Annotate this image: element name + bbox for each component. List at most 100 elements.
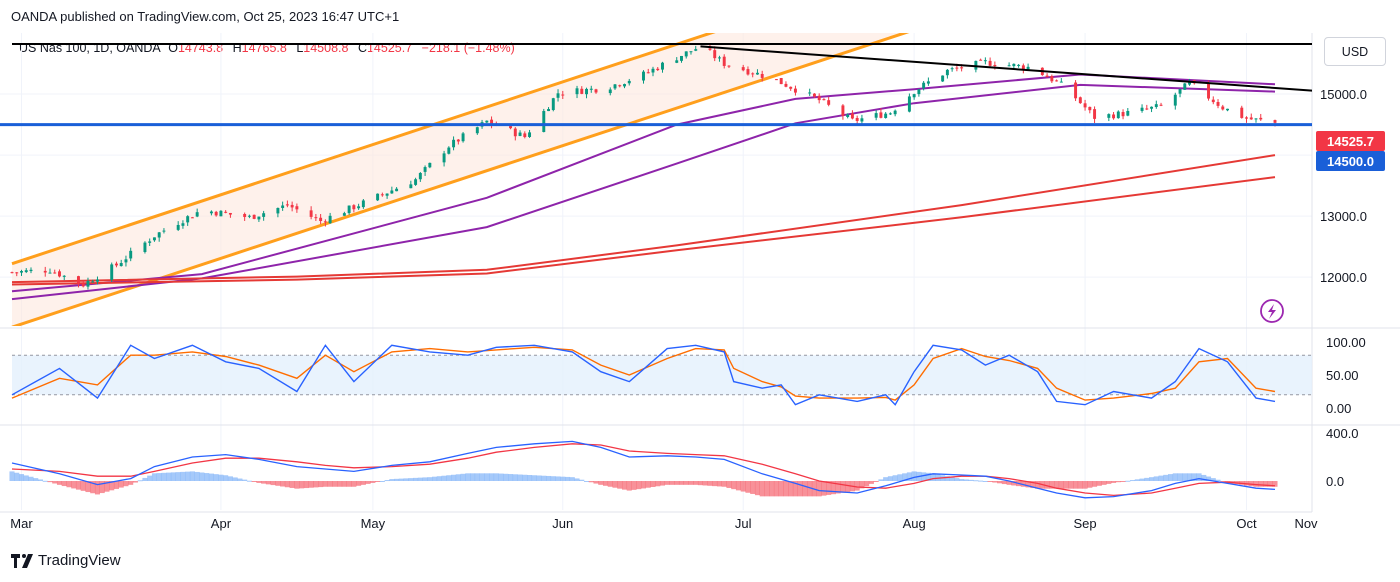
macd-histogram-bar bbox=[289, 481, 295, 488]
candle-body bbox=[1140, 107, 1144, 111]
macd-histogram-bar bbox=[1139, 478, 1145, 481]
candle-body bbox=[855, 117, 859, 121]
macd-histogram-bar bbox=[360, 481, 366, 485]
macd-histogram-bar bbox=[318, 481, 324, 488]
macd-histogram-bar bbox=[550, 476, 556, 481]
macd-histogram-bar bbox=[726, 481, 732, 488]
macd-histogram-bar bbox=[161, 472, 167, 481]
macd-histogram-bar bbox=[1096, 481, 1102, 486]
candle-body bbox=[841, 105, 845, 116]
macd-histogram-bar bbox=[493, 473, 499, 481]
macd-histogram-bar bbox=[788, 481, 794, 497]
macd-histogram-bar bbox=[873, 481, 879, 482]
macd-histogram-bar bbox=[1267, 481, 1273, 487]
candle-body bbox=[1226, 108, 1229, 111]
macd-histogram-bar bbox=[465, 473, 471, 481]
candle-body bbox=[926, 81, 930, 84]
macd-histogram-bar bbox=[1101, 481, 1107, 485]
macd-histogram-bar bbox=[1115, 481, 1121, 483]
macd-histogram-bar bbox=[569, 477, 575, 481]
candle-body bbox=[746, 69, 750, 75]
macd-histogram-bar bbox=[716, 481, 722, 487]
macd-histogram-bar bbox=[1044, 481, 1050, 489]
macd-histogram-bar bbox=[574, 478, 580, 481]
macd-histogram-bar bbox=[251, 481, 257, 482]
macd-histogram-bar bbox=[1215, 479, 1221, 481]
macd-histogram-bar bbox=[807, 481, 813, 497]
macd-histogram-bar bbox=[778, 481, 784, 497]
tradingview-logo[interactable]: TradingView bbox=[11, 552, 121, 569]
candle-body bbox=[1216, 102, 1220, 106]
candle-body bbox=[727, 65, 731, 67]
candle-body bbox=[974, 60, 978, 70]
macd-histogram-bar bbox=[678, 481, 685, 485]
currency-button[interactable]: USD bbox=[1324, 37, 1386, 66]
macd-histogram-bar bbox=[455, 474, 461, 481]
candle-body bbox=[148, 241, 152, 243]
x-tick-label: Oct bbox=[1236, 516, 1257, 531]
macd-histogram-bar bbox=[474, 473, 480, 481]
x-tick-label: Sep bbox=[1074, 516, 1097, 531]
macd-histogram-bar bbox=[1149, 477, 1155, 481]
moving-average-line bbox=[11, 83, 1276, 301]
macd-histogram-bar bbox=[864, 481, 870, 487]
candle-body bbox=[428, 162, 432, 168]
macd-histogram-bar bbox=[621, 481, 628, 490]
macd-histogram-bar bbox=[85, 481, 91, 493]
macd-histogram-bar bbox=[1063, 481, 1069, 489]
candle-body bbox=[357, 206, 361, 209]
macd-histogram-bar bbox=[740, 481, 746, 492]
macd-histogram-bar bbox=[413, 477, 419, 481]
moving-average-line bbox=[11, 154, 1276, 284]
macd-histogram-bar bbox=[332, 481, 338, 487]
macd-histogram-bar bbox=[982, 481, 988, 482]
macd-histogram-bar bbox=[1073, 481, 1079, 489]
candle-body bbox=[461, 133, 465, 142]
macd-histogram-bar bbox=[821, 481, 827, 496]
macd-histogram-bar bbox=[593, 481, 599, 484]
macd-histogram-bar bbox=[669, 481, 675, 485]
candle-body bbox=[689, 51, 693, 53]
published-line: OANDA published on TradingView.com, Oct … bbox=[11, 9, 400, 24]
macd-histogram-bar bbox=[816, 481, 822, 497]
descending-trendline bbox=[700, 45, 1312, 92]
macd-histogram-bar bbox=[968, 479, 974, 481]
x-tick-label: May bbox=[361, 516, 386, 531]
candle-body bbox=[528, 132, 532, 137]
macd-histogram-bar bbox=[1020, 481, 1026, 487]
macd-histogram-bar bbox=[1054, 481, 1060, 489]
candle-body bbox=[874, 113, 878, 118]
macd-histogram-bar bbox=[446, 475, 452, 481]
candle-body bbox=[20, 271, 23, 273]
macd-histogram-bar bbox=[375, 481, 381, 482]
macd-histogram-bar bbox=[588, 481, 594, 483]
x-tick-label: Jun bbox=[552, 516, 573, 531]
macd-histogram-bar bbox=[598, 481, 604, 485]
candle-body bbox=[395, 188, 399, 192]
macd-histogram-bar bbox=[693, 481, 699, 485]
candle-body bbox=[623, 84, 626, 87]
macd-histogram-bar bbox=[878, 479, 884, 481]
macd-histogram-bar bbox=[683, 481, 689, 485]
stoch-tick-label: 100.00 bbox=[1326, 335, 1366, 350]
candle-body bbox=[143, 242, 147, 253]
moving-average-line bbox=[11, 176, 1276, 286]
candle-body bbox=[580, 88, 584, 94]
macd-histogram-bar bbox=[997, 481, 1003, 484]
macd-histogram-bar bbox=[607, 481, 613, 487]
candle-body bbox=[1245, 117, 1248, 119]
candle-body bbox=[295, 206, 299, 210]
candle-body bbox=[608, 89, 612, 94]
candle-body bbox=[181, 223, 185, 226]
macd-histogram-bar bbox=[645, 481, 651, 488]
macd-histogram-bar bbox=[906, 472, 912, 481]
macd-histogram-bar bbox=[170, 472, 176, 481]
macd-histogram-bar bbox=[868, 481, 874, 484]
candle-body bbox=[91, 281, 95, 283]
macd-histogram-bar bbox=[655, 481, 661, 487]
candle-body bbox=[285, 204, 289, 206]
macd-histogram-bar bbox=[213, 474, 219, 481]
candle-body bbox=[941, 75, 945, 82]
candle-body bbox=[907, 96, 911, 112]
